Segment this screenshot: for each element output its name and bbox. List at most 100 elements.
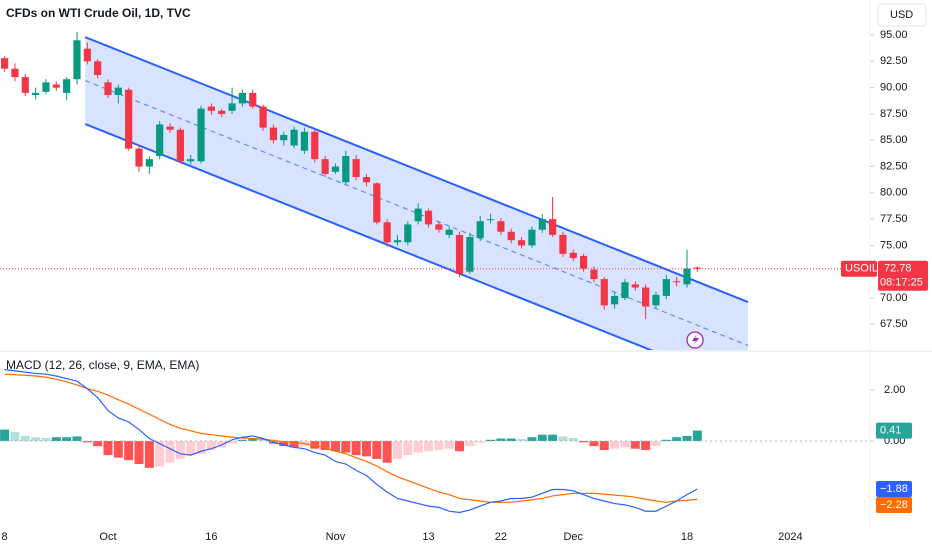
candle-body	[352, 159, 360, 178]
histogram-bar	[455, 441, 465, 452]
candle-body	[125, 89, 133, 149]
currency-label: USD	[890, 9, 913, 21]
histogram-bar	[62, 437, 72, 442]
histogram-bar	[113, 441, 123, 458]
x-tick-label: Dec	[563, 531, 583, 543]
x-tick-label: 8	[2, 531, 8, 543]
histogram-bar	[289, 441, 299, 448]
countdown-label: 08:17:25	[880, 277, 923, 289]
histogram-bar	[517, 439, 527, 442]
plot	[1, 31, 749, 350]
candle-body	[631, 284, 639, 288]
y-tick-label: 90.00	[880, 82, 908, 94]
macd-line	[4, 369, 698, 514]
candle-body	[218, 110, 226, 114]
candle-body	[435, 224, 443, 230]
histogram-bar	[227, 441, 237, 444]
candle-body	[290, 129, 298, 146]
histogram-bar	[372, 441, 382, 459]
candle-body	[187, 159, 195, 162]
histogram-bar	[641, 441, 651, 450]
candle-body	[362, 177, 371, 183]
candle-body	[383, 222, 391, 243]
candle-body	[197, 108, 205, 162]
symbol-tag	[841, 260, 877, 277]
y-tick-label: 75.00	[880, 239, 908, 251]
histogram-bar	[144, 441, 154, 468]
last-value-label: −1.88	[880, 483, 908, 495]
histogram-bar	[0, 429, 10, 442]
x-tick-label: 13	[422, 531, 434, 543]
y-tick-label: 70.00	[880, 292, 908, 304]
candle-body	[476, 221, 484, 239]
histogram-bar	[51, 437, 61, 442]
candle-body	[517, 240, 526, 246]
candle-body	[621, 282, 629, 299]
histogram-bar	[558, 436, 568, 442]
candle-body	[642, 287, 650, 307]
histogram-bar	[589, 441, 599, 447]
candle-body	[32, 92, 40, 95]
currency-button[interactable]	[877, 3, 927, 27]
histogram-bar	[351, 441, 361, 456]
histogram-bar	[620, 441, 630, 448]
chart-title: CFDs on WTI Crude Oil, 1D, TVC	[6, 6, 191, 20]
histogram-bar	[527, 437, 537, 442]
candle-body	[83, 48, 91, 62]
y-tick-label: 92.50	[880, 55, 908, 67]
histogram-bar	[403, 441, 413, 456]
histogram-bar	[548, 434, 558, 442]
candle-body	[548, 219, 557, 235]
candle-body	[228, 103, 236, 111]
histogram-bar	[279, 441, 289, 447]
channel-fill	[85, 37, 748, 350]
candle-body	[507, 231, 515, 241]
candle-body	[466, 237, 474, 272]
candle-body	[538, 219, 546, 230]
candle-body	[94, 61, 102, 76]
y-tick-label: 2.00	[884, 384, 905, 396]
histogram-bar	[186, 441, 196, 456]
histogram-bar	[134, 441, 144, 465]
histogram-bar	[486, 439, 496, 442]
histogram-bar	[568, 437, 578, 442]
channel-lower	[84, 123, 654, 350]
candle-body	[114, 87, 122, 95]
x-tick-label: 2024	[778, 531, 802, 543]
histogram-bar	[103, 441, 113, 456]
candle-body	[21, 77, 29, 93]
histogram-bar	[124, 441, 134, 461]
histogram-bar	[424, 441, 434, 452]
histogram-bar	[434, 441, 444, 450]
histogram-bar	[692, 430, 702, 442]
histogram-bar	[392, 441, 402, 459]
histogram-bar	[165, 441, 175, 463]
candle-body	[300, 131, 309, 151]
histogram-bar	[537, 434, 547, 442]
histogram-bar	[672, 437, 682, 442]
y-tick-label: 85.00	[880, 134, 908, 146]
histogram-bar	[341, 441, 351, 453]
x-tick-label: Oct	[99, 531, 116, 543]
macd-title: MACD (12, 26, close, 9, EMA, EMA)	[6, 358, 199, 372]
last-value-tag	[876, 497, 912, 514]
histogram-bar	[661, 439, 671, 442]
histogram-bar	[10, 432, 20, 442]
candle-body	[590, 269, 598, 280]
candle-body	[373, 183, 381, 223]
candle-body	[569, 252, 577, 259]
histogram-bar	[93, 441, 103, 447]
candle-body	[145, 159, 153, 167]
histogram-bar	[155, 441, 165, 467]
y-tick-label: 95.00	[880, 29, 908, 41]
histogram-bar	[82, 441, 92, 443]
candle-body	[311, 131, 319, 160]
candle-body	[393, 240, 402, 243]
channel-upper	[84, 36, 749, 303]
histogram-bar	[320, 441, 330, 450]
histogram-bar	[475, 441, 485, 443]
x-tick-label: Nov	[326, 531, 346, 543]
candle-body	[455, 234, 464, 274]
candle-body	[63, 79, 71, 93]
candle-body	[249, 92, 257, 107]
